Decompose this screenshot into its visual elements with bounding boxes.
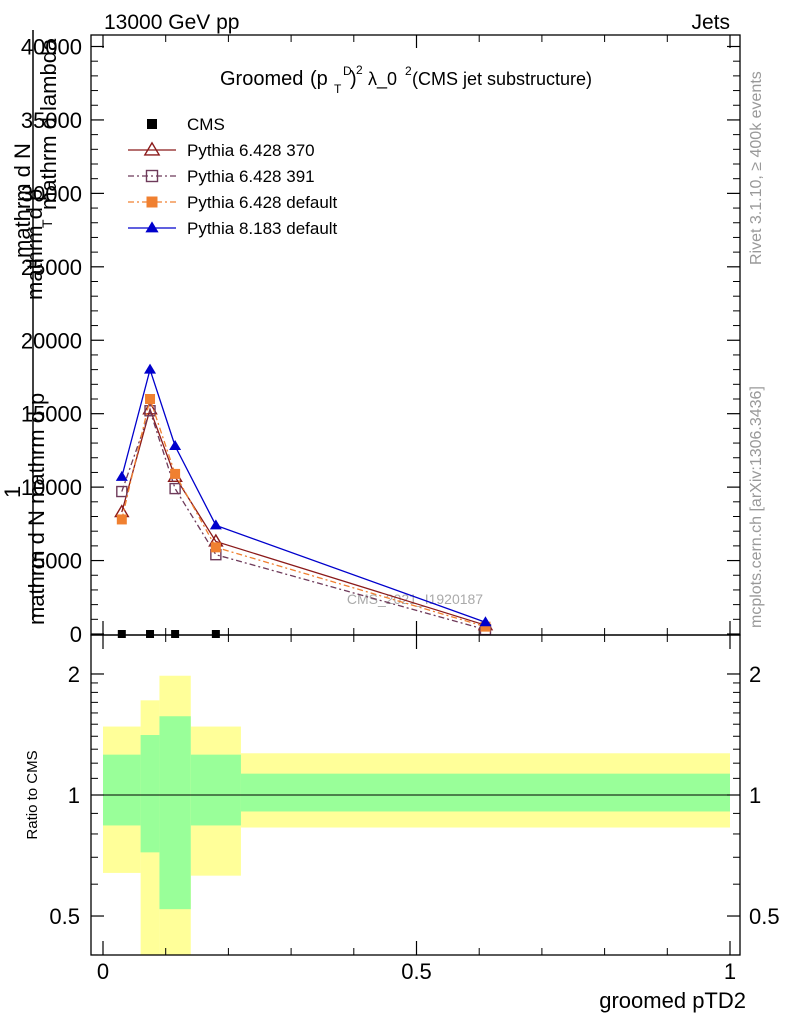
ylabel-denominator-2: mathrm d p bbox=[22, 189, 47, 300]
ratio-y-tick-label: 2 bbox=[68, 662, 80, 687]
data-point bbox=[146, 630, 155, 638]
top-y-tick-label: 20000 bbox=[21, 328, 82, 353]
ylabel-t-sub: T bbox=[39, 219, 55, 228]
ratio-axis-ticks bbox=[91, 635, 740, 956]
top-y-tick-label: 0 bbox=[70, 622, 82, 647]
ratio-y-tick-label-right: 1 bbox=[749, 783, 761, 808]
legend-item: Pythia 6.428 370 bbox=[128, 141, 315, 160]
title-lambda: λ_0 bbox=[368, 69, 397, 90]
series-line bbox=[121, 396, 486, 628]
rivet-label: Rivet 3.1.10, ≥ 400k events bbox=[748, 71, 765, 265]
title-suffix: (CMS jet substructure) bbox=[412, 69, 592, 89]
mcplots-label: mcplots.cern.ch [arXiv:1306.3436] bbox=[748, 386, 765, 628]
ylabel-denominator-1: mathrm d N mathrm d p bbox=[24, 393, 49, 625]
title-sup-d: D bbox=[343, 64, 352, 78]
ratio-x-tick-label: 0 bbox=[97, 959, 109, 984]
title-paren-open: (p bbox=[310, 68, 328, 90]
header-right: Jets bbox=[691, 11, 730, 34]
legend-label: Pythia 6.428 370 bbox=[187, 141, 315, 160]
legend-marker bbox=[143, 141, 161, 156]
title-paren-close: ) bbox=[350, 68, 357, 90]
top-series-group bbox=[114, 363, 494, 638]
ratio-inner-band bbox=[240, 773, 730, 812]
ratio-tick-labels: 0.5 0.5 1 1 2 2 0 0.5 1 bbox=[49, 662, 779, 984]
data-point bbox=[170, 468, 181, 479]
data-point bbox=[116, 514, 127, 525]
ratio-inner-band bbox=[159, 716, 191, 910]
y-axis-label-top: 1 mathrm d N mathrm d N mathrm d p mathr… bbox=[0, 30, 61, 625]
data-point bbox=[209, 519, 222, 530]
data-point bbox=[480, 621, 491, 632]
data-point bbox=[210, 542, 221, 553]
top-y-tick-label: 35000 bbox=[21, 108, 82, 133]
analysis-watermark: CMS_2021_I1920187 bbox=[347, 591, 483, 607]
title-sup-2b: 2 bbox=[405, 64, 412, 78]
ratio-inner-band bbox=[140, 735, 160, 853]
data-point bbox=[211, 630, 220, 638]
legend-marker bbox=[145, 221, 159, 233]
ratio-inner-band bbox=[190, 754, 241, 826]
x-axis-label: groomed pTD2 bbox=[599, 988, 746, 1013]
top-y-tick-label: 40000 bbox=[21, 35, 82, 60]
data-point bbox=[117, 630, 126, 638]
data-point bbox=[169, 482, 181, 495]
top-y-tick-label: 15000 bbox=[21, 402, 82, 427]
series-line bbox=[121, 367, 486, 623]
data-point bbox=[116, 485, 128, 498]
legend-marker bbox=[147, 119, 157, 129]
ylabel-numerator: mathrm d N bbox=[10, 143, 35, 258]
ratio-y-label: Ratio to CMS bbox=[24, 750, 41, 839]
series-4 bbox=[116, 394, 491, 632]
legend-item: CMS bbox=[147, 115, 225, 134]
title-sub-t: T bbox=[334, 82, 342, 96]
plot-title: Groomed (p D T ) 2 λ_0 2 (CMS jet substr… bbox=[220, 63, 592, 96]
ratio-y-tick-label-right: 2 bbox=[749, 662, 761, 687]
title-sup-2a: 2 bbox=[356, 63, 363, 77]
header-left: 13000 GeV pp bbox=[104, 11, 239, 34]
series-1 bbox=[117, 630, 220, 638]
legend-marker bbox=[145, 169, 159, 183]
legend-item: Pythia 6.428 391 bbox=[128, 167, 315, 186]
ratio-inner-band bbox=[103, 754, 141, 826]
legend: CMS Pythia 6.428 370 Pythia 6.428 391 Pythi… bbox=[128, 115, 338, 238]
ratio-x-tick-label: 1 bbox=[724, 959, 736, 984]
data-point bbox=[144, 405, 156, 417]
top-y-tick-labels: 0 5000 10000 15000 20000 25000 30000 35000 40000 bbox=[21, 35, 82, 648]
top-axis-ticks bbox=[91, 35, 740, 635]
top-y-tick-label: 25000 bbox=[21, 255, 82, 280]
legend-item: Pythia 6.428 default bbox=[128, 193, 338, 212]
data-point bbox=[144, 363, 157, 374]
ratio-y-tick-label: 0.5 bbox=[49, 904, 80, 929]
title-prefix: Groomed bbox=[220, 68, 303, 90]
legend-marker bbox=[146, 196, 158, 208]
legend-item: Pythia 8.183 default bbox=[128, 219, 338, 238]
data-point bbox=[142, 401, 158, 415]
top-y-tick-label: 5000 bbox=[33, 549, 82, 574]
legend-label: Pythia 8.183 default bbox=[187, 219, 338, 238]
series-5 bbox=[115, 363, 492, 627]
ratio-y-tick-label: 1 bbox=[68, 783, 80, 808]
series-line bbox=[121, 408, 486, 631]
data-point bbox=[145, 394, 156, 404]
data-point bbox=[171, 630, 180, 638]
ylabel-one: 1 bbox=[0, 486, 25, 498]
data-point bbox=[115, 470, 128, 481]
ratio-y-tick-label-right: 0.5 bbox=[749, 904, 780, 929]
legend-label: Pythia 6.428 default bbox=[187, 193, 338, 212]
legend-label: CMS bbox=[187, 115, 225, 134]
data-point bbox=[169, 440, 182, 450]
top-y-tick-label: 10000 bbox=[21, 475, 82, 500]
legend-label: Pythia 6.428 391 bbox=[187, 167, 315, 186]
ratio-x-tick-label: 0.5 bbox=[401, 959, 432, 984]
ylabel-tail: mathrm d lambda bbox=[36, 38, 61, 210]
ratio-bands bbox=[103, 675, 730, 955]
top-y-tick-label: 30000 bbox=[21, 181, 82, 206]
data-point bbox=[479, 616, 492, 627]
